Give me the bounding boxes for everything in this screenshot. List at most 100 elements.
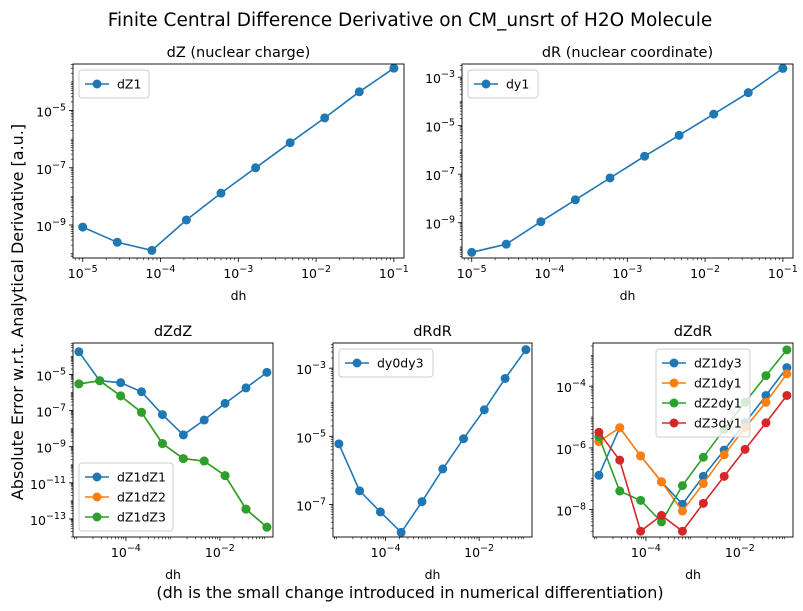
data-point <box>698 498 708 508</box>
data-point <box>761 390 771 400</box>
x-tick-label: 10−2 <box>205 543 235 560</box>
legend-marker <box>92 512 102 522</box>
x-tick-label: 10−2 <box>464 543 494 560</box>
data-point <box>178 430 188 440</box>
data-point <box>615 455 625 465</box>
x-tick-label: 10−4 <box>535 264 565 281</box>
subplot-4: 10−4 10−2 10−7 10−5 10−3 dRdR dh dy0dy3 <box>296 324 533 582</box>
series-dZ1dZ1 <box>74 347 272 440</box>
series-dZ3dy1 <box>594 390 792 536</box>
x-tick-label: 10−4 <box>111 543 141 560</box>
legend-marker <box>352 358 362 368</box>
series-dZ1dZ3 <box>74 376 272 532</box>
subplot-1: 10−5 10−4 10−3 10−2 10−1 10−9 10−7 10−5 dZ (nucl… <box>36 45 409 303</box>
x-tick-label: 10−2 <box>301 264 331 281</box>
series-line <box>78 379 268 528</box>
data-point <box>740 444 750 454</box>
x-tick-label: 10−2 <box>690 264 720 281</box>
data-point <box>157 410 167 420</box>
data-point <box>320 113 330 123</box>
data-point <box>459 434 469 444</box>
data-point <box>761 397 771 407</box>
data-point <box>181 215 191 225</box>
data-point <box>719 450 729 460</box>
y-tick-label: 10−4 <box>556 378 586 395</box>
y-tick-label: 10−5 <box>296 428 326 445</box>
legend-box <box>655 348 751 438</box>
data-point <box>636 526 646 536</box>
x-axis-label: dh <box>165 567 181 582</box>
x-tick-label: 10−2 <box>725 543 755 560</box>
data-point <box>74 347 84 357</box>
subplot-title: dRdR <box>413 324 452 340</box>
data-point <box>500 373 510 383</box>
data-point <box>95 376 105 386</box>
legend-label: dZ3dy1 <box>694 416 742 431</box>
data-point <box>698 479 708 489</box>
data-point <box>761 371 771 381</box>
data-point <box>479 405 489 415</box>
y-tick-label: 10−3 <box>296 360 326 377</box>
data-point <box>521 345 531 355</box>
x-tick-label: 10−4 <box>146 264 176 281</box>
data-point <box>677 481 687 491</box>
data-point <box>136 407 146 417</box>
legend-box <box>78 69 150 99</box>
legend-label: dZ1dy1 <box>694 376 742 391</box>
data-point <box>216 188 226 198</box>
subplots: 10−5 10−4 10−3 10−2 10−1 10−9 10−7 10−5 dZ (nucl… <box>30 45 798 582</box>
subplot-3: 10−4 10−2 10−13 10−11 10−9 10−7 10−5 dZdZ dh dZ1d… <box>30 324 274 582</box>
data-point <box>656 517 666 527</box>
data-point <box>147 245 157 255</box>
data-point <box>78 222 88 232</box>
data-point <box>241 504 251 514</box>
series-line <box>78 351 268 436</box>
legend-label: dZ2dy1 <box>694 396 742 411</box>
y-tick-label: 10−5 <box>425 118 455 135</box>
data-point <box>501 239 511 249</box>
data-point <box>251 163 261 173</box>
subplot-title: dZdZ <box>154 324 192 340</box>
data-point <box>467 247 477 257</box>
data-point <box>677 506 687 516</box>
data-point <box>656 477 666 487</box>
data-point <box>536 217 546 227</box>
y-tick-label: 10−6 <box>556 440 586 457</box>
y-tick-label: 10−7 <box>296 496 326 513</box>
axes-frame <box>592 342 794 538</box>
data-point <box>334 439 344 449</box>
y-tick-label: 10−11 <box>30 475 66 492</box>
axes-frame <box>72 342 274 538</box>
data-point <box>199 456 209 466</box>
x-tick-label: 10−4 <box>371 543 401 560</box>
data-point <box>615 486 625 496</box>
data-point <box>782 369 792 379</box>
data-point <box>389 64 399 73</box>
data-point <box>220 398 230 408</box>
data-point <box>677 499 687 509</box>
x-axis-label: dh <box>231 288 247 303</box>
legend-marker <box>669 378 679 388</box>
data-point <box>199 415 209 425</box>
legend-marker <box>481 79 491 89</box>
data-point <box>674 130 684 140</box>
legend-label: dZ1dy3 <box>694 356 742 371</box>
axes-frame <box>72 63 405 259</box>
data-point <box>262 522 272 532</box>
series-line <box>598 373 788 513</box>
subplot-5: 10−4 10−210−810−610−4dZdRdhdZ1dy3dZ1dy1dZ… <box>556 324 794 582</box>
data-point <box>782 345 792 355</box>
data-point <box>116 391 126 401</box>
data-point <box>656 510 666 520</box>
figure-ylabel: Absolute Error w.r.t. Analytical Derivat… <box>8 124 27 500</box>
data-point <box>698 452 708 462</box>
axes-frame <box>461 63 794 259</box>
legend-label: dZ1dZ2 <box>117 490 166 505</box>
x-axis-label: dh <box>425 567 441 582</box>
y-tick-label: 10−5 <box>36 366 66 383</box>
x-tick-label: 10−3 <box>612 264 642 281</box>
data-point <box>74 379 84 389</box>
data-point <box>778 64 788 73</box>
data-point <box>709 109 719 119</box>
series-dy0dy3 <box>334 345 531 537</box>
